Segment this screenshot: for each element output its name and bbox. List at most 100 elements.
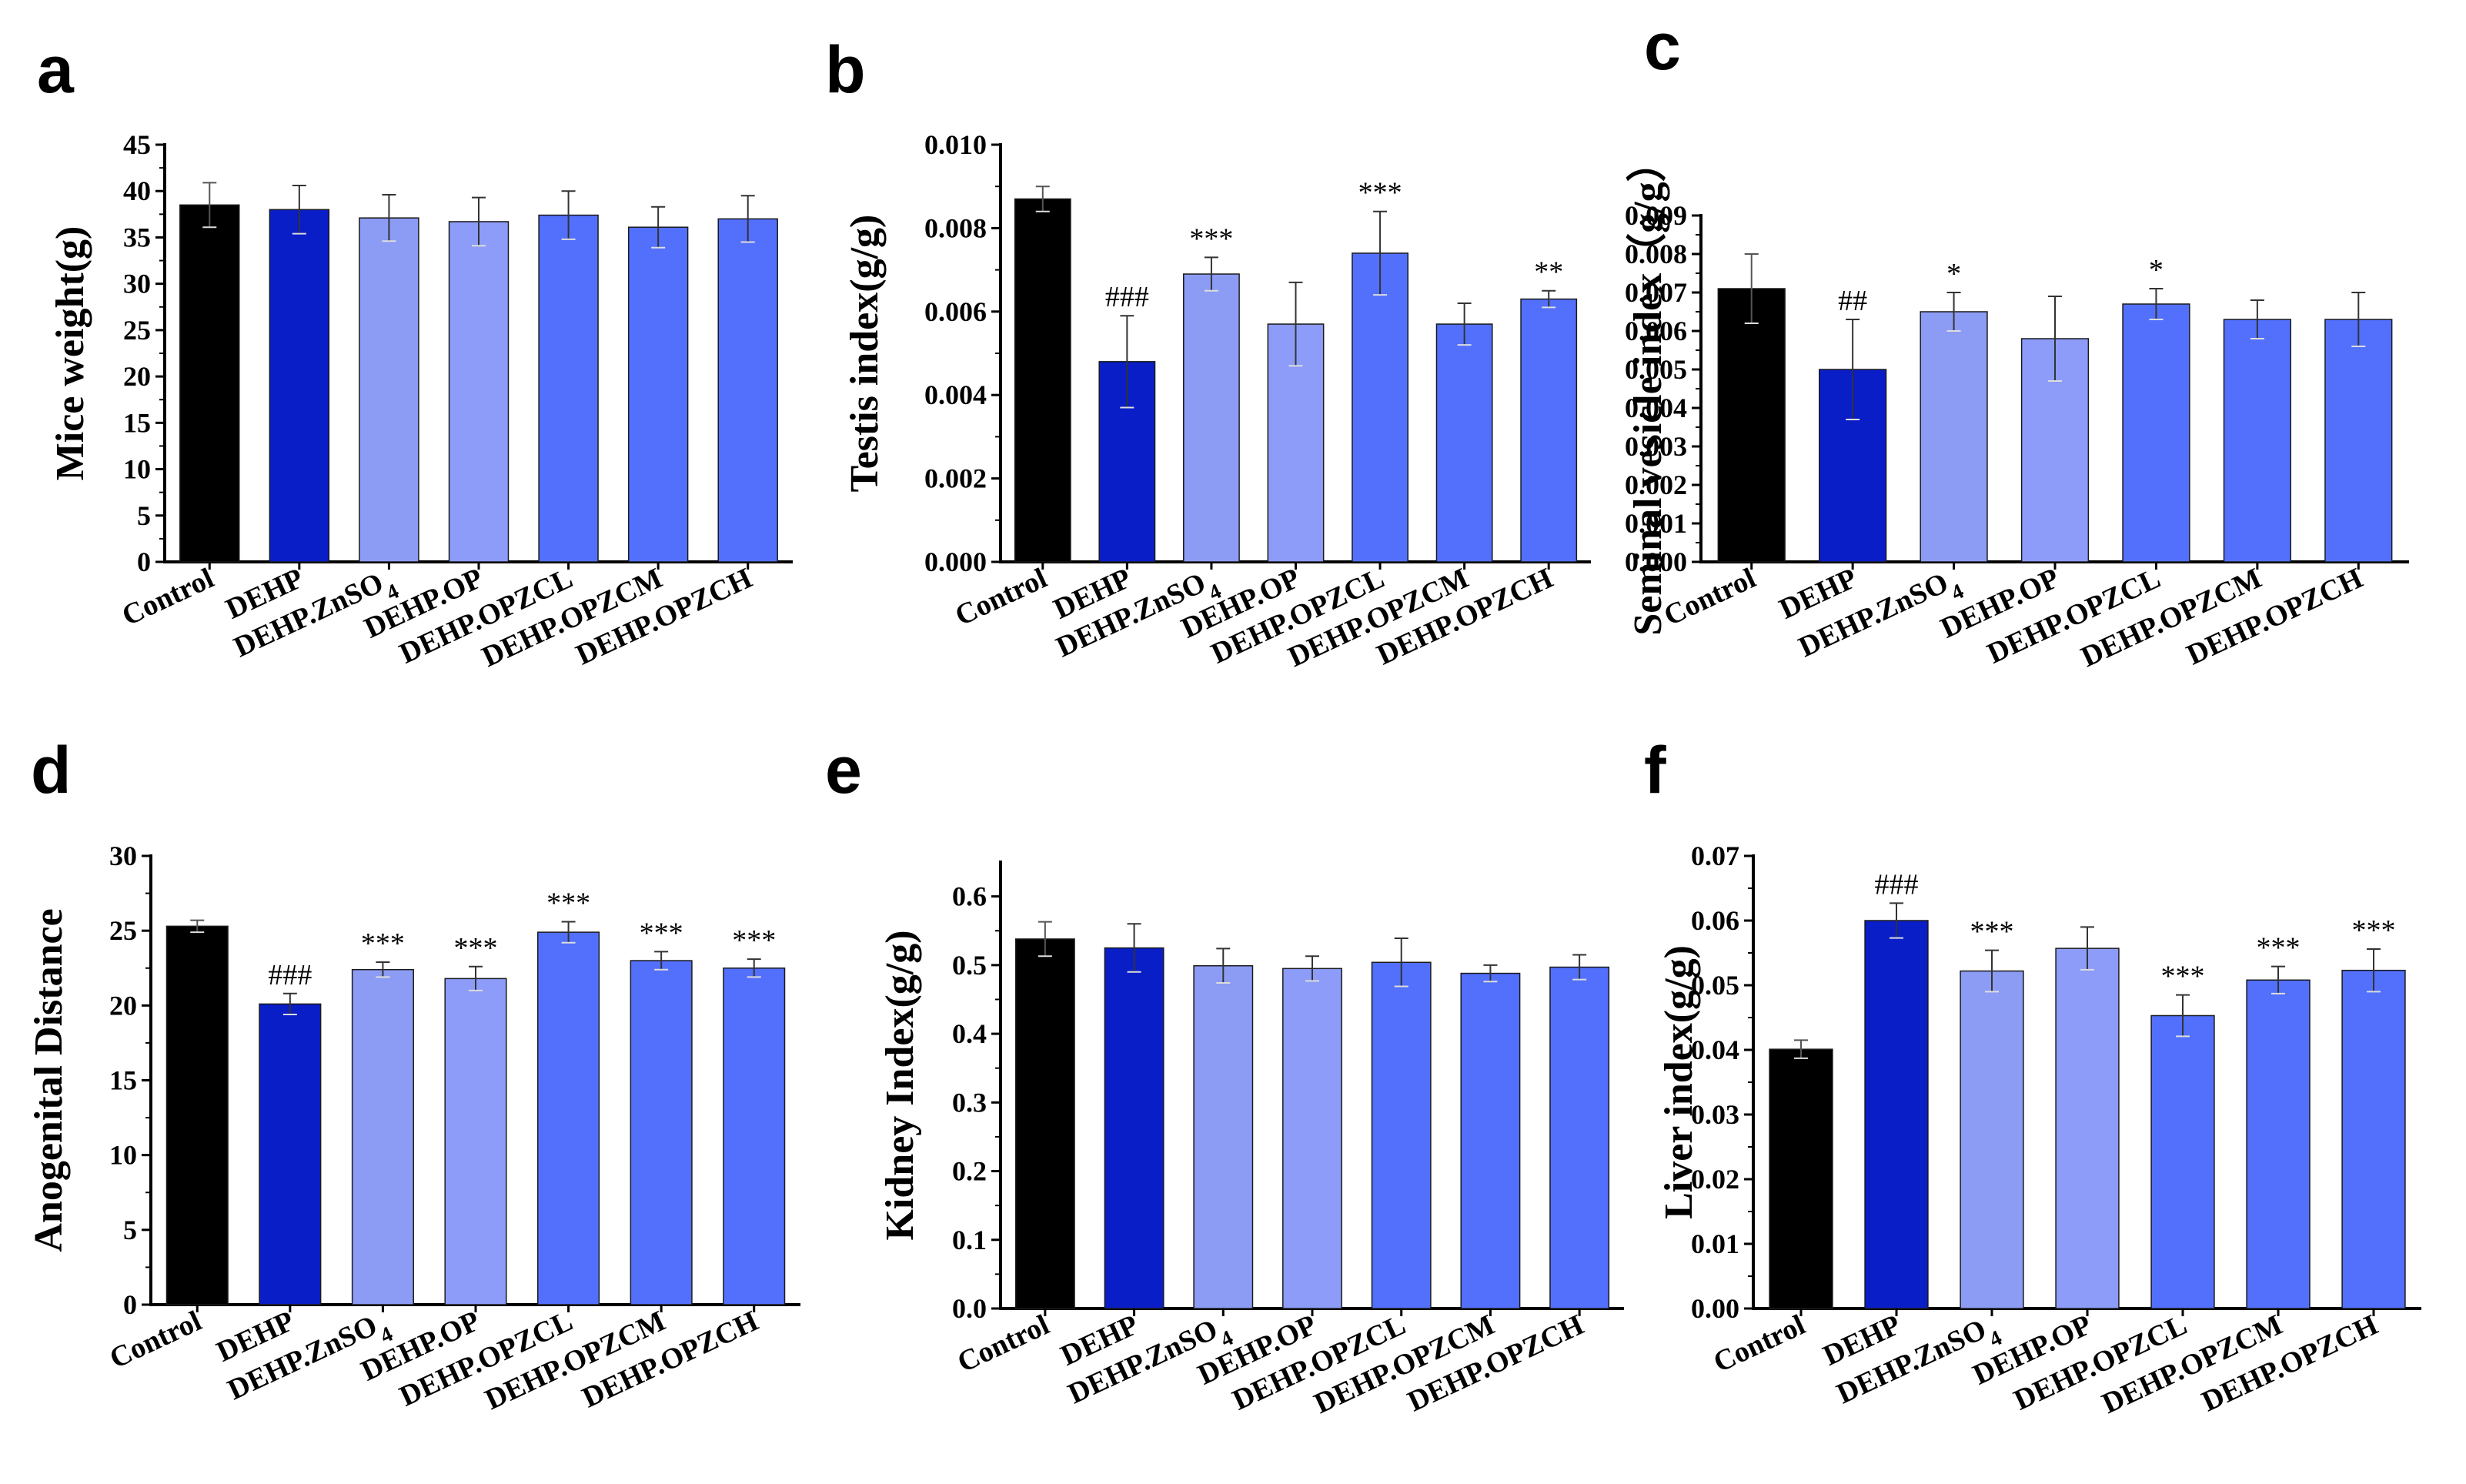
bar-control bbox=[1717, 288, 1786, 563]
bar-dehp-opzch bbox=[1520, 298, 1578, 563]
chart-panel-d: d 0 5 10 15 20 25 30 Anogenital Distance Control #… bbox=[27, 734, 800, 1416]
bar-dehp-op bbox=[1282, 968, 1342, 1309]
significance-marker: *** bbox=[2161, 961, 2205, 993]
significance-marker: *** bbox=[1189, 222, 1233, 255]
bar-dehp bbox=[269, 209, 330, 563]
y-tick-label: 0.000 bbox=[924, 546, 987, 577]
y-tick-label: 0.6 bbox=[952, 881, 987, 912]
bar-dehp bbox=[1819, 369, 1887, 563]
y-axis-title: Testis index(g/g) bbox=[843, 215, 887, 493]
significance-marker: ## bbox=[1838, 285, 1867, 317]
significance-marker: ### bbox=[1105, 281, 1149, 313]
y-tick-label: 0.010 bbox=[924, 129, 987, 160]
y-tick-label: 25 bbox=[123, 315, 151, 346]
bar-dehp-opzcm bbox=[1460, 972, 1521, 1309]
bar-dehp-opzcl bbox=[537, 931, 600, 1305]
y-tick-label: 0 bbox=[123, 1289, 137, 1320]
bar-dehp-znso4 bbox=[351, 968, 414, 1305]
bar-dehp-opzcm bbox=[2246, 979, 2311, 1309]
y-axis-title: Seminal vesicle index（g/g） bbox=[1626, 142, 1670, 635]
panel-letter-a: a bbox=[37, 33, 75, 107]
y-tick-label: 0.005 bbox=[1625, 354, 1687, 385]
bar-dehp bbox=[1864, 920, 1929, 1309]
y-tick-label: 0.007 bbox=[1625, 277, 1687, 308]
bar-dehp-opzcl bbox=[1352, 252, 1408, 563]
significance-marker: * bbox=[1946, 258, 1961, 290]
y-tick-label: 0.000 bbox=[1625, 546, 1687, 577]
y-tick-label: 0.008 bbox=[924, 212, 987, 243]
y-tick-label: 0.4 bbox=[952, 1018, 987, 1049]
bar-dehp-opzcm bbox=[2223, 319, 2291, 563]
significance-marker: ### bbox=[268, 959, 312, 991]
chart-panel-b: b 0.000 0.002 0.004 0.006 0.008 0.010 Testis in… bbox=[825, 33, 1591, 673]
y-tick-label: 0.004 bbox=[924, 379, 987, 410]
y-tick-label: 25 bbox=[109, 915, 137, 946]
y-tick-label: 0.04 bbox=[1691, 1034, 1739, 1065]
bar-dehp-opzch bbox=[723, 968, 786, 1305]
bar-dehp-znso4 bbox=[1960, 970, 2024, 1309]
significance-marker: ### bbox=[1875, 868, 1919, 901]
bar-dehp-op bbox=[444, 978, 507, 1305]
bar-dehp-opzcl bbox=[538, 214, 599, 563]
y-tick-label: 0.03 bbox=[1691, 1099, 1739, 1130]
panel-letter-f: f bbox=[1644, 734, 1666, 807]
y-tick-label: 15 bbox=[109, 1065, 137, 1096]
y-tick-label: 20 bbox=[109, 990, 137, 1021]
significance-marker: * bbox=[2149, 254, 2164, 286]
significance-marker: *** bbox=[1358, 177, 1402, 209]
bar-dehp-znso4 bbox=[1183, 273, 1240, 563]
y-axis-title: Mice weight(g) bbox=[48, 226, 92, 481]
bar-control bbox=[1014, 198, 1071, 563]
bar-dehp bbox=[1104, 947, 1164, 1309]
bar-dehp-opzcm bbox=[630, 960, 693, 1305]
bar-dehp-op bbox=[448, 221, 510, 563]
category-label: Control bbox=[105, 1305, 206, 1375]
y-axis-title: Liver index(g/g) bbox=[1657, 945, 1701, 1219]
chart-panel-a: a 0 5 10 15 20 25 30 35 40 45 Mice weight(g) Control… bbox=[37, 33, 793, 673]
y-tick-label: 0.06 bbox=[1691, 905, 1739, 936]
y-tick-label: 0.5 bbox=[952, 950, 987, 981]
y-tick-label: 0.01 bbox=[1691, 1228, 1739, 1259]
y-tick-label: 0.2 bbox=[952, 1156, 987, 1187]
bar-dehp bbox=[259, 1003, 322, 1305]
y-tick-label: 40 bbox=[123, 175, 151, 206]
y-tick-label: 0.006 bbox=[924, 296, 987, 327]
panel-letter-e: e bbox=[825, 734, 862, 807]
chart-panel-c: c 0.000 0.001 0.002 0.003 0.004 0.005 0.006 0.00… bbox=[1625, 10, 2409, 673]
category-label: Control bbox=[117, 562, 219, 632]
y-tick-label: 0.003 bbox=[1625, 431, 1687, 462]
chart-panel-f: f 0.00 0.01 0.02 0.03 0.04 0.05 0.06 0.07 Liver i… bbox=[1644, 734, 2421, 1420]
significance-marker: *** bbox=[2257, 932, 2301, 964]
y-tick-label: 0.02 bbox=[1691, 1164, 1739, 1195]
y-axis-title: Kidney Index(g/g) bbox=[878, 930, 922, 1240]
y-tick-label: 10 bbox=[109, 1140, 137, 1171]
y-tick-label: 30 bbox=[123, 269, 151, 299]
significance-marker: *** bbox=[1970, 916, 2014, 948]
y-tick-label: 20 bbox=[123, 361, 151, 392]
y-tick-label: 0.07 bbox=[1691, 841, 1739, 871]
significance-marker: *** bbox=[454, 932, 498, 964]
y-tick-label: 0.00 bbox=[1691, 1293, 1739, 1324]
panel-letter-d: d bbox=[31, 734, 72, 807]
significance-marker: *** bbox=[640, 917, 683, 949]
bar-dehp-opzch bbox=[1549, 966, 1610, 1309]
bar-dehp-opzcl bbox=[2150, 1014, 2215, 1309]
bar-control bbox=[1014, 938, 1075, 1309]
bar-dehp-znso4 bbox=[1193, 964, 1254, 1309]
y-tick-label: 0.0 bbox=[952, 1293, 987, 1324]
y-tick-label: 0.1 bbox=[952, 1225, 987, 1255]
y-tick-label: 0.004 bbox=[1625, 393, 1687, 423]
y-tick-label: 0.001 bbox=[1625, 508, 1687, 539]
y-tick-label: 30 bbox=[109, 841, 137, 871]
y-tick-label: 0.05 bbox=[1691, 970, 1739, 1001]
y-tick-label: 0.006 bbox=[1625, 316, 1687, 346]
y-tick-label: 5 bbox=[137, 500, 151, 531]
y-tick-label: 0.3 bbox=[952, 1087, 987, 1118]
bar-dehp-znso4 bbox=[359, 217, 419, 563]
y-tick-label: 0.008 bbox=[1625, 239, 1687, 269]
bar-dehp-znso4 bbox=[1920, 311, 1988, 563]
panel-letter-b: b bbox=[825, 33, 866, 107]
significance-marker: *** bbox=[732, 924, 776, 957]
y-tick-label: 15 bbox=[123, 407, 151, 438]
